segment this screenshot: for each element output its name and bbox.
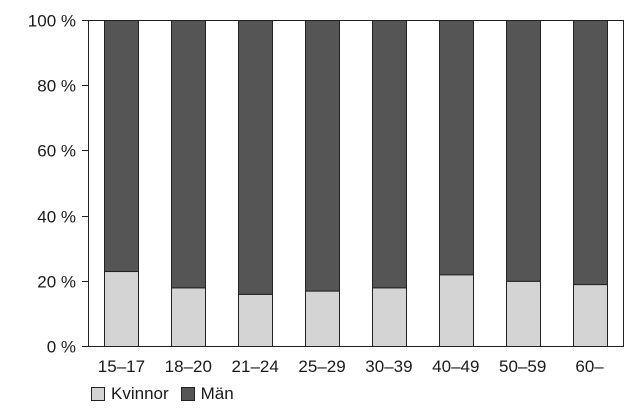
bar-man-1 bbox=[104, 20, 139, 273]
legend-label-man: Män bbox=[200, 384, 234, 403]
x-tick-label-1: 15–17 bbox=[98, 357, 145, 376]
bar-kvinnor-3 bbox=[238, 293, 273, 347]
x-tick-label-5: 30–39 bbox=[365, 357, 412, 376]
bar-man-7 bbox=[506, 20, 541, 282]
x-tick-label-8: 60– bbox=[575, 357, 604, 376]
x-tick-label-3: 21–24 bbox=[232, 357, 279, 376]
legend-item-man: Män bbox=[180, 384, 234, 404]
bar-kvinnor-2 bbox=[171, 287, 206, 348]
bar-man-8 bbox=[573, 20, 608, 286]
legend-swatch-man bbox=[180, 387, 195, 401]
y-tick-label-80: 80 % bbox=[37, 77, 76, 96]
bar-man-6 bbox=[439, 20, 474, 276]
x-axis-tick-labels: 15–17 18–20 21–24 25–29 30–39 40–49 50–59 60– bbox=[98, 357, 604, 376]
y-tick-label-20: 20 % bbox=[37, 273, 76, 292]
bars-group bbox=[104, 20, 608, 348]
x-tick-label-4: 25–29 bbox=[298, 357, 345, 376]
legend-item-kvinnor: Kvinnor bbox=[91, 384, 169, 404]
bar-kvinnor-5 bbox=[372, 287, 407, 348]
bar-man-3 bbox=[238, 20, 273, 295]
plot-area-frame bbox=[88, 20, 624, 347]
y-tick-label-60: 60 % bbox=[37, 142, 76, 161]
bar-man-4 bbox=[305, 20, 340, 292]
y-axis-ticks bbox=[82, 20, 88, 347]
legend: Kvinnor Män bbox=[91, 382, 246, 406]
legend-swatch-kvinnor bbox=[91, 387, 105, 401]
x-tick-label-2: 18–20 bbox=[165, 357, 212, 376]
legend-label-kvinnor: Kvinnor bbox=[111, 384, 169, 403]
bar-kvinnor-4 bbox=[305, 290, 340, 347]
y-tick-label-40: 40 % bbox=[37, 208, 76, 227]
bar-kvinnor-8 bbox=[573, 284, 608, 347]
x-tick-label-6: 40–49 bbox=[432, 357, 479, 376]
y-tick-label-0: 0 % bbox=[47, 338, 76, 357]
bar-kvinnor-6 bbox=[439, 274, 474, 347]
bar-kvinnor-7 bbox=[506, 280, 541, 347]
bar-man-2 bbox=[171, 20, 206, 289]
y-axis-tick-labels: 0 % 20 % 40 % 60 % 80 % 100 % bbox=[28, 12, 76, 357]
bar-kvinnor-1 bbox=[104, 271, 139, 347]
bar-man-5 bbox=[372, 20, 407, 289]
x-tick-label-7: 50–59 bbox=[499, 357, 546, 376]
y-tick-label-100: 100 % bbox=[28, 12, 76, 31]
